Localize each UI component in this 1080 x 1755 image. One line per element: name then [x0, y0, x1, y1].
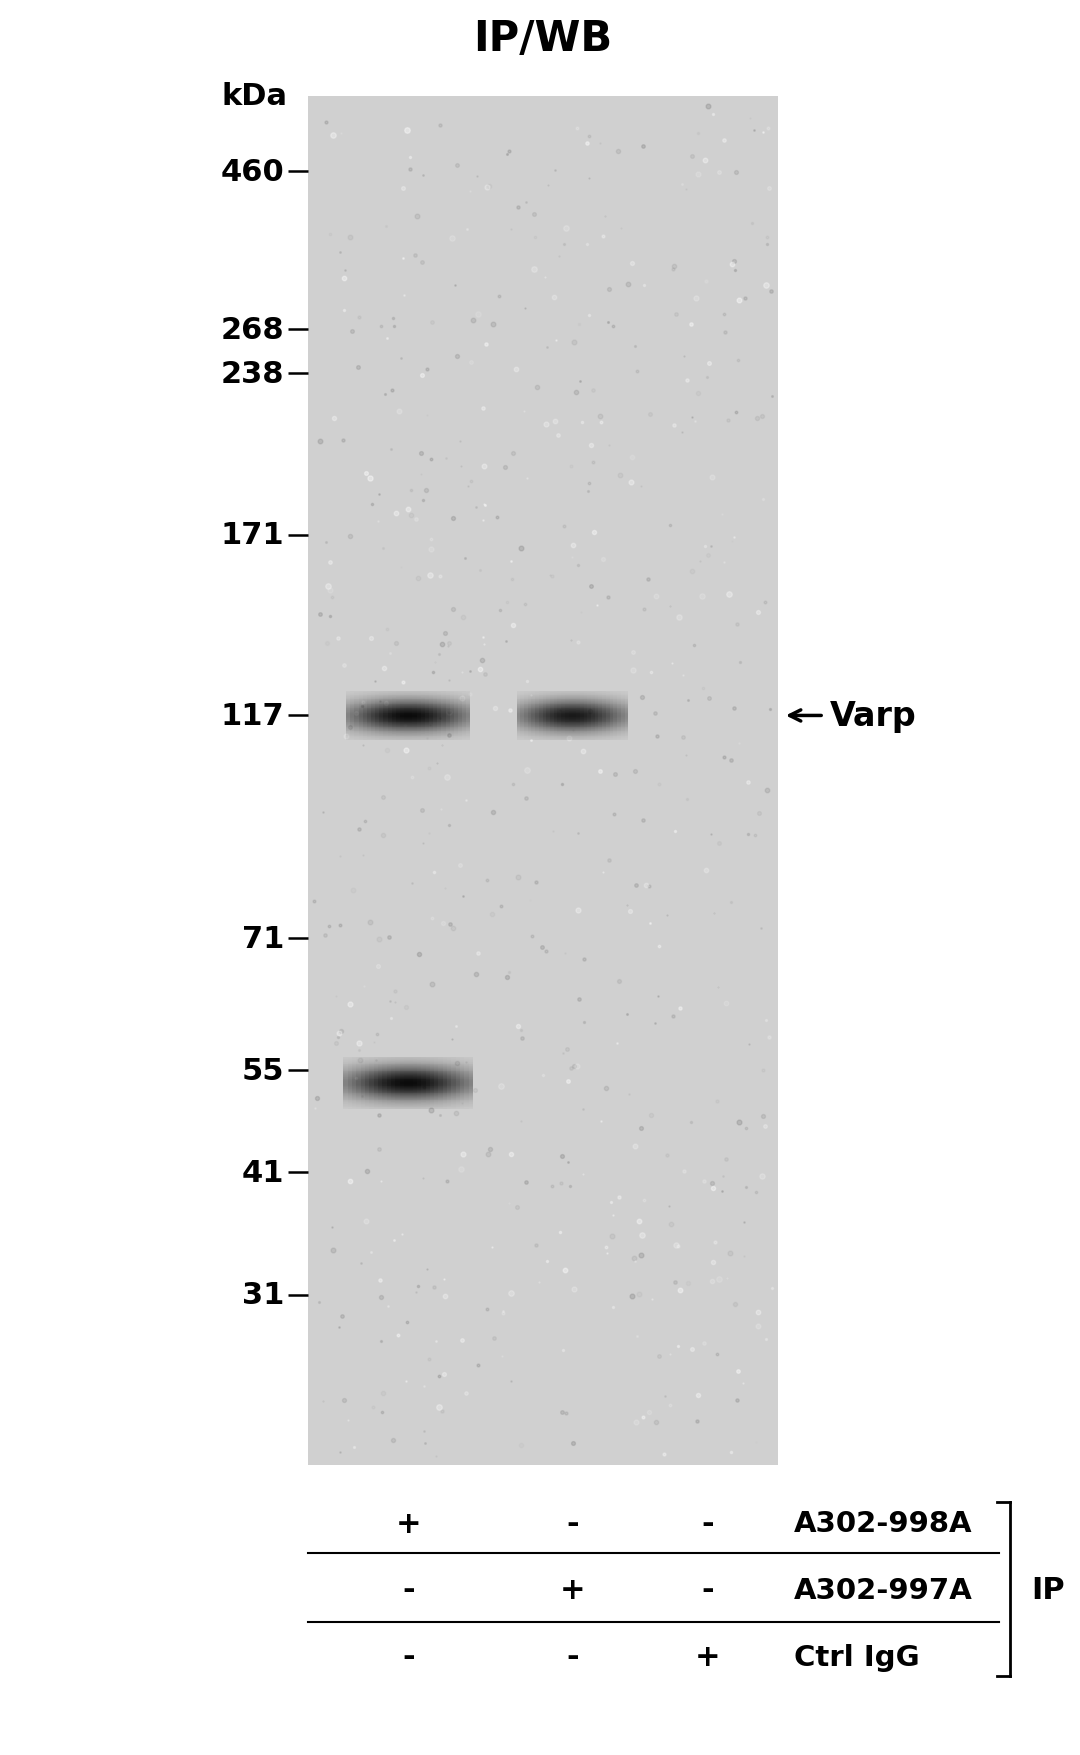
- Text: A302-997A: A302-997A: [794, 1576, 973, 1604]
- Text: -: -: [566, 1643, 579, 1671]
- Text: -: -: [402, 1643, 415, 1671]
- Text: 268: 268: [220, 316, 284, 344]
- Text: -: -: [402, 1576, 415, 1604]
- Text: +: +: [694, 1643, 720, 1671]
- Text: +: +: [395, 1509, 421, 1537]
- Text: Ctrl IgG: Ctrl IgG: [794, 1643, 919, 1671]
- Text: -: -: [566, 1509, 579, 1537]
- Text: IP/WB: IP/WB: [473, 18, 612, 60]
- Bar: [308, 97, 778, 1465]
- Text: kDa: kDa: [221, 82, 287, 111]
- Text: 460: 460: [220, 158, 284, 186]
- Text: 238: 238: [220, 360, 284, 388]
- Text: 41: 41: [242, 1158, 284, 1186]
- Text: 55: 55: [242, 1057, 284, 1085]
- Text: 31: 31: [242, 1281, 284, 1309]
- Text: IP: IP: [1031, 1576, 1065, 1604]
- Text: 71: 71: [242, 925, 284, 953]
- Text: 171: 171: [220, 521, 284, 549]
- Text: +: +: [559, 1576, 585, 1604]
- Text: -: -: [701, 1576, 714, 1604]
- Text: -: -: [701, 1509, 714, 1537]
- Text: A302-998A: A302-998A: [794, 1509, 972, 1537]
- Text: Varp: Varp: [829, 700, 916, 732]
- Text: 117: 117: [220, 702, 284, 730]
